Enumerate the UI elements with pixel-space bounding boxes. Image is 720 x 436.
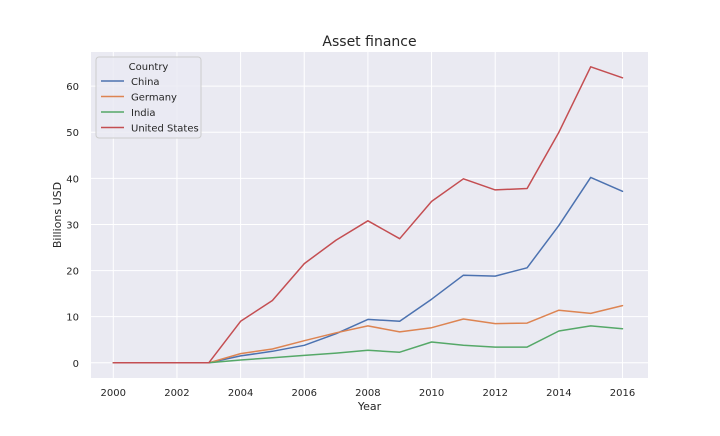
legend-label-united-states: United States [131, 124, 199, 135]
y-tick-label: 20 [66, 267, 79, 278]
chart-title: Asset finance [322, 34, 416, 50]
y-tick-label: 30 [66, 220, 79, 231]
y-axis-label: Billions USD [51, 182, 64, 248]
legend: Country China Germany India United States [95, 56, 202, 139]
y-tick-label: 40 [66, 174, 79, 185]
x-tick-label: 2014 [546, 388, 571, 399]
x-tick-label: 2016 [610, 388, 635, 399]
legend-title: Country [129, 62, 169, 73]
y-tick-labels: 0 10 20 30 40 50 60 [66, 82, 79, 370]
y-tick-label: 50 [66, 128, 79, 139]
x-tick-label: 2004 [228, 388, 253, 399]
x-tick-label: 2006 [292, 388, 317, 399]
y-tick-label: 0 [73, 359, 79, 370]
x-tick-label: 2008 [355, 388, 380, 399]
x-axis-label: Year [357, 400, 382, 413]
x-tick-label: 2012 [482, 388, 507, 399]
legend-label-germany: Germany [131, 93, 177, 104]
legend-items: China Germany India United States [101, 77, 199, 135]
x-tick-label: 2000 [101, 388, 126, 399]
legend-box [95, 56, 202, 139]
x-tick-label: 2010 [419, 388, 444, 399]
x-tick-labels: 2000 2002 2004 2006 2008 2010 2012 2014 2016 [101, 388, 636, 399]
y-tick-label: 60 [66, 82, 79, 93]
series-line-united-states [112, 66, 624, 364]
legend-label-china: China [131, 77, 160, 88]
x-tick-label: 2002 [164, 388, 189, 399]
gridlines [91, 52, 648, 378]
series-lines [112, 66, 624, 364]
y-tick-label: 10 [66, 313, 79, 324]
legend-label-india: India [131, 108, 156, 119]
